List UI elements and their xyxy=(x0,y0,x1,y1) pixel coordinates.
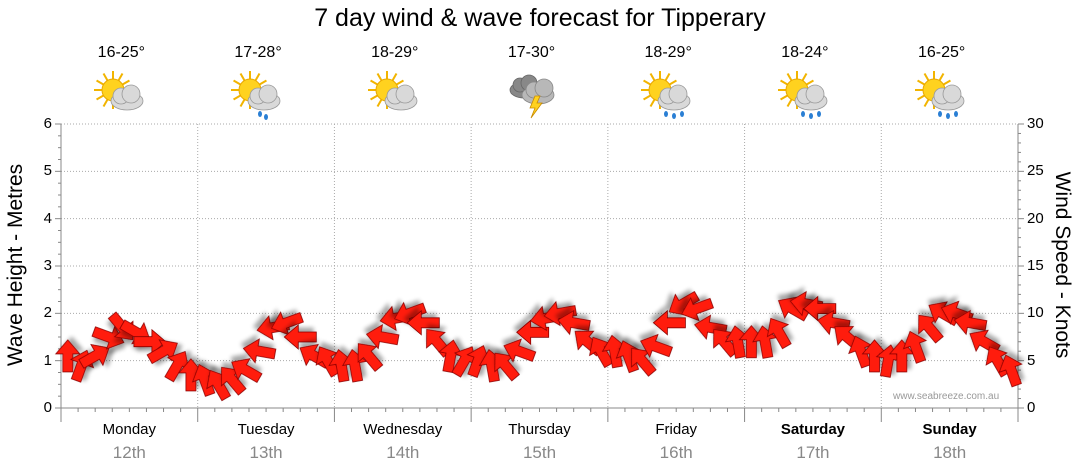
wind-arrow xyxy=(918,314,944,344)
y-tick-label-right: 25 xyxy=(1027,162,1044,180)
storm-icon xyxy=(502,68,562,122)
sun-cloud-showers-icon xyxy=(912,68,972,122)
day-temp-range: 18-24° xyxy=(781,44,829,61)
day-name: Friday xyxy=(655,421,698,438)
sun-cloud-icon xyxy=(365,68,425,122)
wind-arrow xyxy=(861,339,888,373)
y-axis-label-right: Wind Speed - Knots xyxy=(1051,171,1074,359)
wind-arrow xyxy=(494,352,520,382)
wind-arrow xyxy=(178,358,204,392)
wind-arrow xyxy=(557,309,591,336)
day-name: Tuesday xyxy=(237,421,295,438)
wind-arrow xyxy=(91,325,125,350)
day-date: 18th xyxy=(933,443,967,462)
wind-arrow xyxy=(365,324,400,350)
day-name: Sunday xyxy=(922,421,977,438)
wind-arrow xyxy=(231,358,263,383)
wind-arrow xyxy=(503,338,537,363)
y-tick-label-right: 15 xyxy=(1027,257,1044,274)
wind-arrow xyxy=(357,343,384,372)
sun-cloud-showers-icon xyxy=(775,68,835,122)
wind-arrow xyxy=(242,338,277,364)
wind-arrow xyxy=(221,366,247,396)
day-date: 17th xyxy=(796,443,830,462)
wind-arrow xyxy=(270,311,304,336)
y-tick-label-left: 2 xyxy=(43,304,52,322)
wind-arrow xyxy=(652,309,686,336)
axes xyxy=(55,123,1024,422)
wind-arrow xyxy=(328,349,354,383)
y-tick-label-right: 30 xyxy=(1027,115,1044,132)
sun-cloud-showers-icon xyxy=(638,68,698,122)
wind-arrow xyxy=(998,354,1023,388)
day-date: 12th xyxy=(112,443,146,462)
day-name: Monday xyxy=(102,421,157,438)
y-tick-label-left: 5 xyxy=(43,162,52,180)
y-tick-label-left: 3 xyxy=(43,257,52,274)
y-tick-label-right: 0 xyxy=(1027,399,1036,416)
day-temp-range: 18-29° xyxy=(644,44,692,61)
wind-arrow xyxy=(406,309,440,336)
day-temp-range: 16-25° xyxy=(97,44,145,61)
day-name: Wednesday xyxy=(363,421,443,438)
y-tick-label-right: 10 xyxy=(1027,304,1044,322)
y-axis-label-left: Wave Height - Metres xyxy=(4,163,27,367)
wind-arrow xyxy=(164,351,190,383)
chart-title: 7 day wind & wave forecast for Tipperary xyxy=(314,4,766,32)
wind-arrow xyxy=(640,333,673,359)
y-tick-label-left: 4 xyxy=(43,209,52,227)
day-temp-range: 18-29° xyxy=(371,44,419,61)
day-name: Thursday xyxy=(508,421,571,438)
y-tick-label-left: 0 xyxy=(43,399,52,416)
wind-arrow xyxy=(902,330,928,364)
wind-arrow xyxy=(393,301,427,326)
wind-arrows xyxy=(54,290,1023,402)
gridlines xyxy=(61,123,1018,408)
day-date: 13th xyxy=(249,443,283,462)
wind-arrow xyxy=(724,325,751,359)
wind-arrow xyxy=(78,343,110,369)
day-date: 15th xyxy=(522,443,557,462)
wind-arrow xyxy=(283,324,317,350)
day-temp-range: 17-30° xyxy=(507,44,556,61)
y-tick-label-right: 5 xyxy=(1027,351,1036,369)
wind-arrow xyxy=(54,339,81,373)
day-temp-range: 16-25° xyxy=(917,44,966,61)
day-temp-range: 17-28° xyxy=(234,44,282,61)
wind-arrow xyxy=(601,334,628,369)
day-date: 14th xyxy=(386,443,420,462)
day-name: Saturday xyxy=(780,421,846,438)
day-date: 16th xyxy=(659,443,693,462)
sun-cloud-drizzle-icon xyxy=(228,68,288,122)
wind-arrow xyxy=(953,309,988,336)
credit-text[interactable]: www.seabreeze.com.au xyxy=(893,391,1000,402)
wind-arrow xyxy=(681,297,714,322)
wind-arrow xyxy=(631,347,657,377)
wind-arrow xyxy=(803,295,837,322)
sun-cloud-icon xyxy=(91,68,151,122)
y-tick-label-right: 20 xyxy=(1027,209,1044,227)
y-tick-label-left: 1 xyxy=(43,351,52,369)
wind-arrow xyxy=(766,317,792,350)
y-tick-label-left: 6 xyxy=(43,115,52,132)
